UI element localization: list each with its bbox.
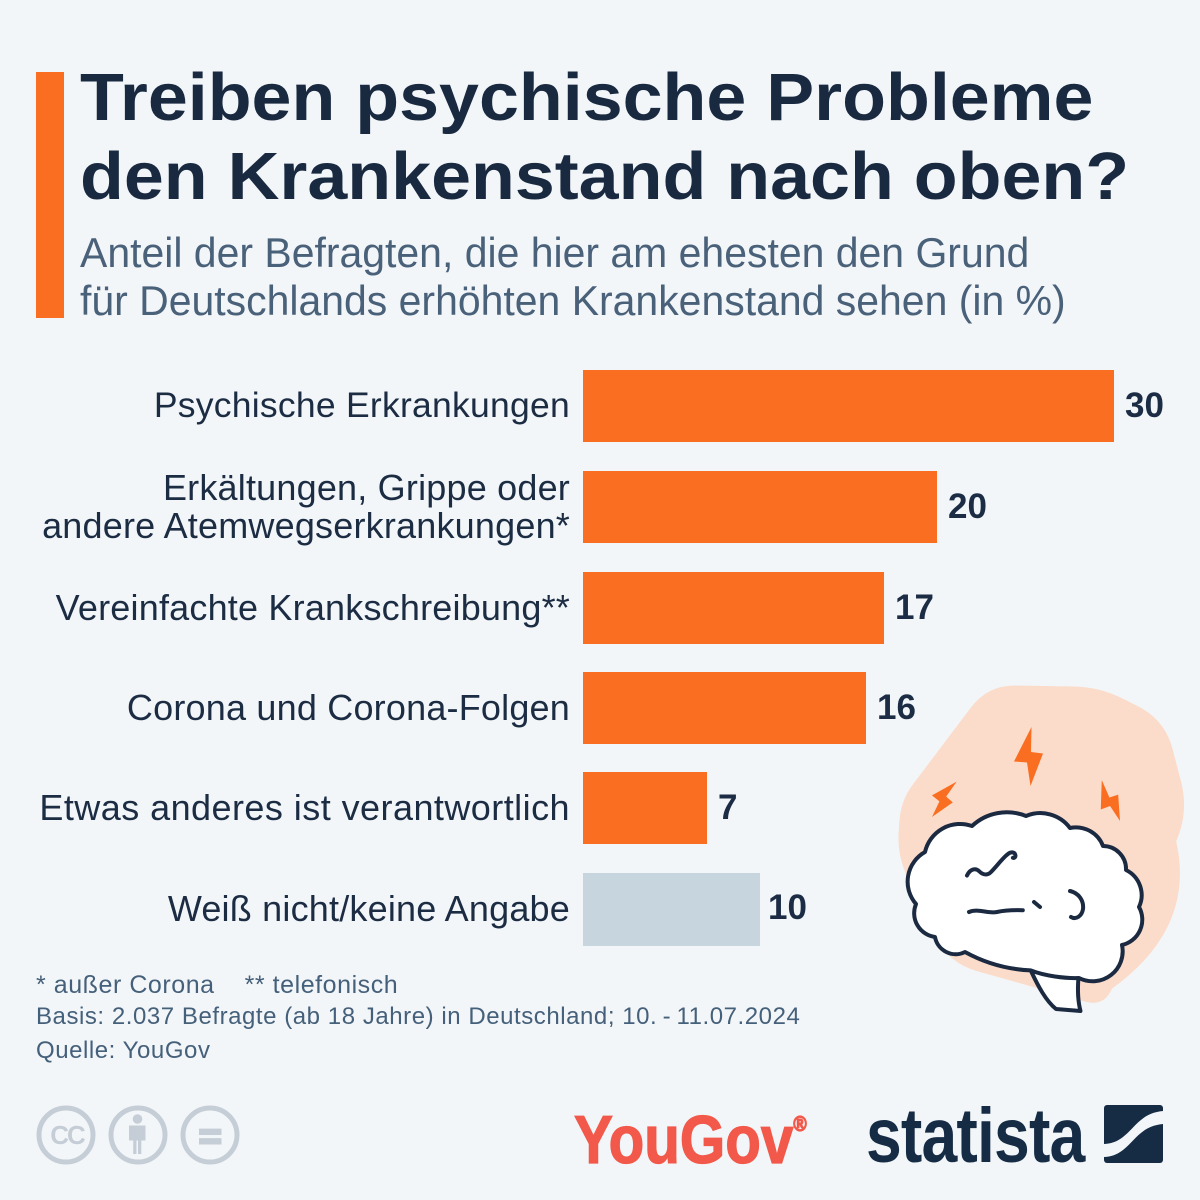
svg-text:CC: CC [50,1120,86,1150]
